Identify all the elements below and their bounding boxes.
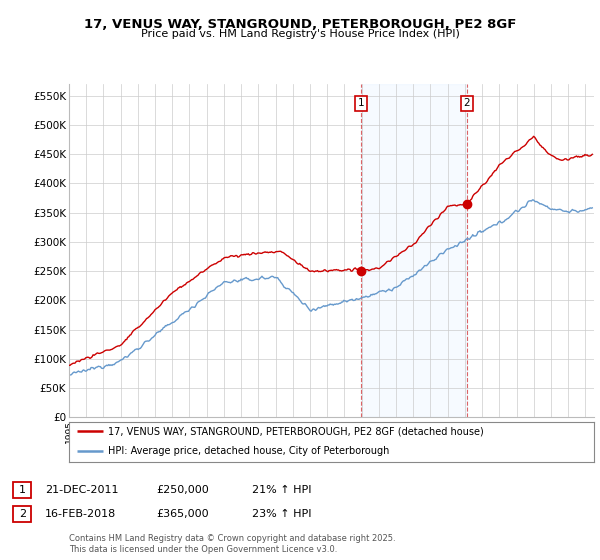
Text: 2: 2 [464,99,470,108]
Text: HPI: Average price, detached house, City of Peterborough: HPI: Average price, detached house, City… [109,446,390,456]
Text: 2: 2 [19,509,26,519]
Text: 21-DEC-2011: 21-DEC-2011 [45,485,119,495]
Text: 23% ↑ HPI: 23% ↑ HPI [252,509,311,519]
Text: 16-FEB-2018: 16-FEB-2018 [45,509,116,519]
Text: Contains HM Land Registry data © Crown copyright and database right 2025.
This d: Contains HM Land Registry data © Crown c… [69,534,395,554]
Text: 17, VENUS WAY, STANGROUND, PETERBOROUGH, PE2 8GF (detached house): 17, VENUS WAY, STANGROUND, PETERBOROUGH,… [109,426,484,436]
Text: 1: 1 [19,485,26,495]
Text: £365,000: £365,000 [156,509,209,519]
Text: 21% ↑ HPI: 21% ↑ HPI [252,485,311,495]
Text: 17, VENUS WAY, STANGROUND, PETERBOROUGH, PE2 8GF: 17, VENUS WAY, STANGROUND, PETERBOROUGH,… [84,18,516,31]
Bar [361,84,467,417]
Text: Price paid vs. HM Land Registry's House Price Index (HPI): Price paid vs. HM Land Registry's House … [140,29,460,39]
Text: 1: 1 [358,99,364,108]
Text: £250,000: £250,000 [156,485,209,495]
